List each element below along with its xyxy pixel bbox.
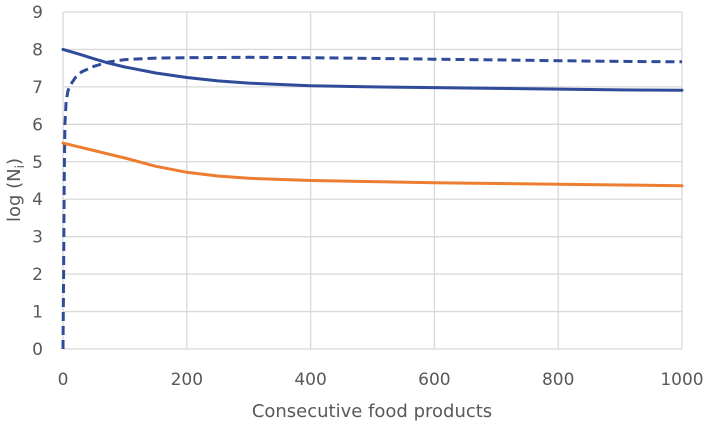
x-tick-labels: 0 200 400 600 800 1000: [58, 370, 704, 390]
x-tick-label: 1000: [660, 370, 703, 390]
series-line-solid-blue: [61, 47, 684, 92]
series-line-solid-orange: [61, 141, 684, 188]
y-tick-label: 6: [32, 115, 43, 135]
x-tick-label: 0: [58, 370, 69, 390]
x-tick-label: 400: [294, 370, 326, 390]
y-axis-title-base: log (N: [4, 168, 25, 222]
y-tick-label: 0: [32, 340, 43, 360]
series-layer: [61, 47, 684, 350]
y-tick-label: 2: [32, 265, 43, 285]
y-tick-label: 4: [32, 190, 43, 210]
series-line-dashed-blue: [61, 55, 683, 350]
y-tick-label: 7: [32, 78, 43, 98]
y-axis-title-subscript: i: [13, 165, 27, 168]
y-tick-label: 5: [32, 153, 43, 173]
y-tick-label: 8: [32, 40, 43, 60]
y-tick-label: 9: [32, 3, 43, 23]
y-axis-title: log (Ni): [4, 158, 27, 222]
y-tick-label: 3: [32, 228, 43, 248]
y-axis-title-close: ): [4, 158, 25, 165]
y-tick-labels: 0 1 2 3 4 5 6 7 8 9: [32, 3, 43, 360]
x-tick-label: 600: [418, 370, 450, 390]
y-tick-label: 1: [32, 303, 43, 323]
x-tick-label: 200: [171, 370, 203, 390]
x-axis-title: Consecutive food products: [252, 401, 492, 422]
x-tick-label: 800: [542, 370, 574, 390]
